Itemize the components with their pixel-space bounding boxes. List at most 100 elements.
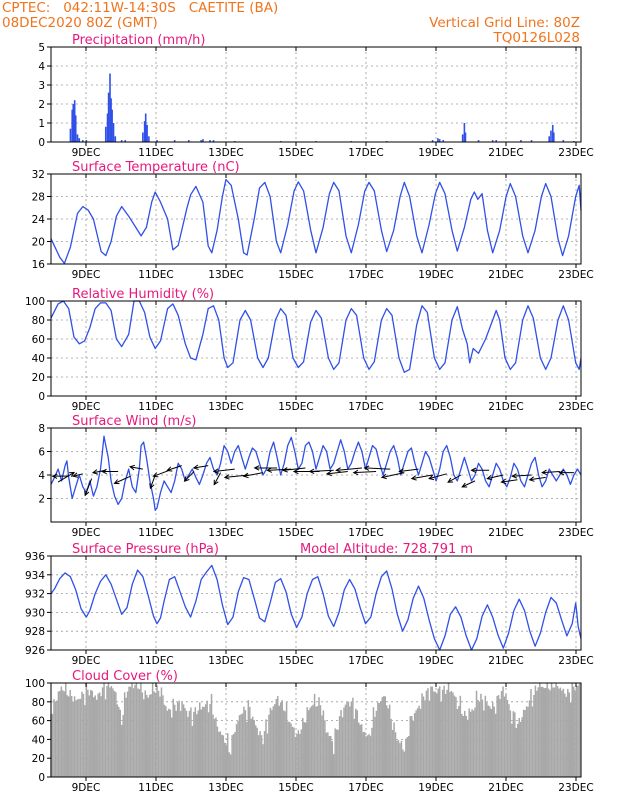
cloud-bar [122, 714, 124, 777]
x-tick-label: 21DEC [488, 147, 523, 159]
cloud-bar [577, 685, 579, 777]
cloud-bar [159, 696, 161, 777]
cloud-bar [409, 716, 412, 777]
wind-vector [529, 476, 546, 481]
cloud-bar [313, 693, 316, 777]
cloud-bar [516, 723, 519, 777]
cloud-bar [568, 692, 571, 777]
cloud-bar [459, 695, 462, 777]
cloud-bar [293, 727, 295, 777]
cloud-bar [434, 691, 437, 777]
cloud-bar [70, 695, 73, 777]
cloud-bar [76, 699, 79, 777]
cloud-bar [153, 691, 155, 777]
cloud-bar [256, 727, 258, 777]
wind-vector [512, 474, 532, 477]
wind-arrowhead [380, 473, 387, 480]
cloud-bar [338, 716, 341, 777]
cloud-bar [440, 701, 442, 777]
cloud-bar [140, 683, 142, 777]
wind-vector [487, 474, 504, 480]
y-tick-label: 6 [38, 447, 45, 459]
cloud-bar [251, 716, 254, 777]
cloud-bar [209, 704, 211, 777]
wind-arrowhead [212, 468, 219, 474]
cloud-bar [113, 690, 116, 777]
cloud-bar [118, 706, 120, 777]
cloud-bar [213, 718, 216, 777]
wind-vector [267, 468, 292, 471]
x-tick-label: 21DEC [488, 401, 523, 413]
cloud-bar [145, 694, 148, 777]
cloud-bar [449, 692, 451, 777]
cloud-bar [165, 706, 167, 777]
cloud-bar [503, 696, 506, 777]
cloud-bar [132, 688, 135, 777]
wind-arrowhead [149, 483, 155, 490]
cloud-bar [62, 690, 64, 777]
wind-vector [73, 473, 83, 477]
wind-vector [84, 478, 93, 496]
wind-arrowhead [183, 476, 190, 482]
cloud-bar [92, 697, 95, 777]
cloud-bar [436, 693, 438, 777]
cloud-bar [259, 731, 261, 777]
cloud-bar [291, 726, 294, 777]
cloud-bar [413, 713, 416, 777]
cloud-bar [569, 702, 572, 777]
cloud-bar [537, 687, 540, 777]
cloud-bar [69, 689, 71, 777]
wind-arrowhead [398, 468, 405, 474]
cloud-bar [481, 699, 484, 777]
cloud-bar [201, 706, 204, 777]
cloud-bar [527, 706, 529, 777]
precip-bar [109, 73, 111, 142]
cloud-bar [63, 691, 66, 777]
cloud-bar [458, 706, 460, 777]
panel-title: Cloud Cover (%) [72, 669, 178, 684]
cloud-bar [204, 704, 207, 777]
x-tick-label: 11DEC [138, 147, 173, 159]
x-tick-label: 13DEC [208, 782, 243, 794]
cloud-bar [228, 752, 230, 777]
cloud-bar [491, 702, 494, 777]
cloud-bar [469, 711, 472, 777]
x-tick-label: 21DEC [488, 655, 523, 667]
cloud-bar [297, 730, 300, 777]
panel-frame [50, 46, 582, 143]
cloud-bar [515, 728, 518, 777]
cloud-bar [304, 722, 307, 777]
cloud-bar [94, 695, 96, 777]
wind-vector [364, 467, 391, 470]
wind-vector [213, 468, 235, 473]
wind-vector [447, 474, 462, 483]
cloud-bar [85, 683, 88, 777]
cloud-bar [119, 709, 121, 777]
cloud-bar [151, 683, 154, 777]
wind-vector [326, 470, 348, 475]
cloud-bar [82, 693, 85, 777]
precip-bar [106, 113, 109, 142]
cloud-bar [399, 743, 401, 777]
cloud-bar [494, 713, 497, 777]
cloud-bar [110, 685, 113, 777]
cloud-bar [431, 686, 434, 777]
panel-frame [50, 682, 582, 778]
cloud-bar [500, 691, 503, 777]
y-tick-label: 100 [25, 296, 45, 308]
cloud-bar [171, 717, 173, 777]
y-tick-label: 934 [25, 570, 45, 582]
y-tick-label: 40 [32, 353, 45, 365]
cloud-bar [574, 690, 576, 777]
cloud-bar [360, 724, 363, 777]
cloud-bar [100, 696, 102, 777]
cloud-bar [106, 686, 108, 777]
cloud-bar [294, 736, 297, 777]
cloud-bar [222, 735, 225, 777]
cloud-bar [135, 683, 138, 777]
wind-arrowhead [69, 471, 76, 477]
cloud-bar [237, 720, 239, 777]
cloud-bar [107, 683, 110, 777]
cloud-bar [271, 710, 273, 777]
